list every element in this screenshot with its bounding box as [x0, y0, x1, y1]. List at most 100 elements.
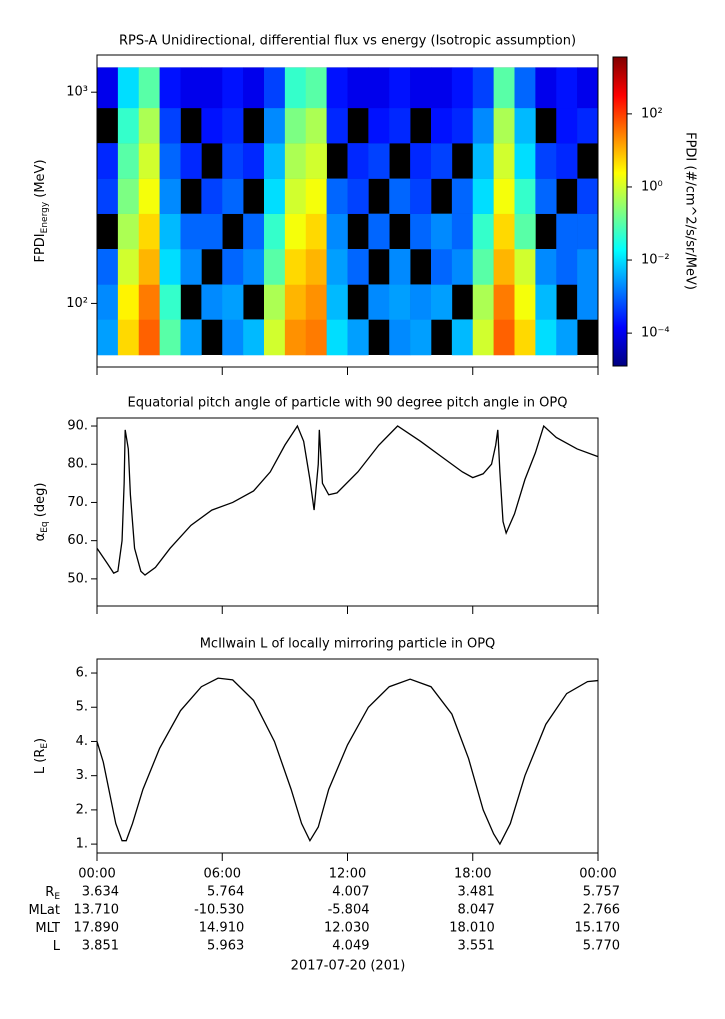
- ephemeris-value: 5.757: [583, 885, 620, 900]
- heat-cell: [159, 284, 181, 320]
- heat-cell: [243, 213, 265, 250]
- colorbar-tick-label: 10⁻²: [641, 253, 670, 268]
- y-tick-label: 10³: [66, 85, 88, 100]
- heat-cell: [284, 143, 307, 179]
- heat-cell: [451, 213, 474, 250]
- heat-cell: [305, 143, 327, 179]
- heat-cell: [284, 248, 307, 285]
- heat-cell: [180, 319, 202, 356]
- heat-cell: [431, 213, 453, 250]
- heat-cell: [556, 248, 578, 285]
- y-label-sub: Eq: [40, 521, 50, 532]
- heat-cell: [284, 67, 307, 109]
- heat-cell: [305, 67, 327, 109]
- colorbar-tick-label: 10²: [641, 106, 663, 121]
- ephemeris-value: 14.910: [199, 921, 245, 936]
- heat-cell: [264, 67, 286, 109]
- heat-cell: [368, 213, 390, 250]
- heat-cell: [222, 248, 244, 285]
- heat-cell: [472, 178, 494, 214]
- heat-cell: [180, 143, 202, 179]
- y-tick-label: 50.: [67, 571, 88, 586]
- heat-cell: [284, 319, 307, 356]
- heat-cell: [117, 107, 140, 144]
- heat-cell: [514, 319, 536, 356]
- y-axis-label: L (RE): [33, 738, 50, 774]
- ephemeris-label-sub: E: [54, 892, 60, 902]
- x-tick-label: 00:00: [579, 867, 616, 882]
- y-label-main: L (R: [33, 749, 48, 774]
- heat-cell: [305, 213, 327, 250]
- ephemeris-value: 5.764: [207, 885, 244, 900]
- heat-cell: [493, 178, 515, 214]
- heat-cell: [138, 67, 160, 109]
- heat-cell: [472, 107, 494, 144]
- heat-cell: [305, 178, 327, 214]
- heat-cell: [514, 284, 536, 320]
- y-label-tail: ): [33, 738, 48, 743]
- heat-cell: [201, 178, 223, 214]
- heat-cell: [577, 213, 599, 250]
- ephemeris-value: 5.770: [583, 939, 620, 954]
- chart-title: RPS-A Unidirectional, differential flux …: [119, 34, 576, 49]
- heat-cell: [389, 319, 411, 356]
- heat-cell: [305, 284, 327, 320]
- heat-cell: [138, 107, 160, 144]
- heat-cell: [514, 143, 536, 179]
- heat-cell: [431, 143, 453, 179]
- heat-cell: [410, 284, 432, 320]
- heat-cell: [180, 67, 202, 109]
- heat-cell: [305, 107, 327, 144]
- heat-cell: [577, 284, 599, 320]
- heat-cell: [138, 284, 160, 320]
- heat-cell: [326, 319, 348, 356]
- ephemeris-value: 3.551: [458, 939, 495, 954]
- heat-cell: [180, 213, 202, 250]
- y-axis-label: αEq (deg): [33, 483, 50, 542]
- ephemeris-label-main: MLat: [28, 903, 60, 918]
- heat-cell: [535, 248, 557, 285]
- heat-cell: [264, 319, 286, 356]
- ephemeris-row-label: L: [53, 939, 61, 954]
- heat-cell: [472, 248, 494, 285]
- y-tick-label: 2.: [76, 802, 88, 817]
- heat-cell: [389, 107, 411, 144]
- ephemeris-value: 12.030: [324, 921, 370, 936]
- ephemeris-value: -5.804: [328, 903, 370, 918]
- heat-cell: [556, 67, 578, 109]
- heat-cell: [117, 143, 140, 179]
- y-tick-label: 60.: [67, 533, 88, 548]
- heat-cell: [514, 248, 536, 285]
- heat-cell: [472, 284, 494, 320]
- heat-cell: [138, 178, 160, 214]
- heat-cell: [577, 67, 599, 109]
- heat-cell: [117, 319, 140, 356]
- heat-cell: [347, 178, 369, 214]
- heat-cell: [264, 178, 286, 214]
- heat-cell: [389, 178, 411, 214]
- heat-cell: [138, 319, 160, 356]
- heat-cell: [222, 178, 244, 214]
- ephemeris-row-label: MLT: [35, 921, 60, 936]
- x-tick-label: 18:00: [454, 867, 491, 882]
- heat-cell: [431, 67, 453, 109]
- heat-cell: [159, 319, 181, 356]
- heat-cell: [389, 248, 411, 285]
- heat-cell: [243, 319, 265, 356]
- heat-cell: [347, 248, 369, 285]
- heat-cell: [451, 319, 474, 356]
- ephemeris-value: 3.481: [458, 885, 495, 900]
- heat-cell: [410, 213, 432, 250]
- heat-cell: [451, 67, 474, 109]
- ephemeris-value: 3.851: [82, 939, 119, 954]
- colorbar: [612, 56, 628, 367]
- y-tick-label: 90.: [67, 419, 88, 434]
- y-tick-label: 10²: [66, 296, 88, 311]
- heat-cell: [535, 319, 557, 356]
- y-tick-label: 5.: [76, 700, 88, 715]
- heat-cell: [410, 178, 432, 214]
- heat-cell: [138, 143, 160, 179]
- heat-cell: [117, 248, 140, 285]
- heat-cell: [159, 248, 181, 285]
